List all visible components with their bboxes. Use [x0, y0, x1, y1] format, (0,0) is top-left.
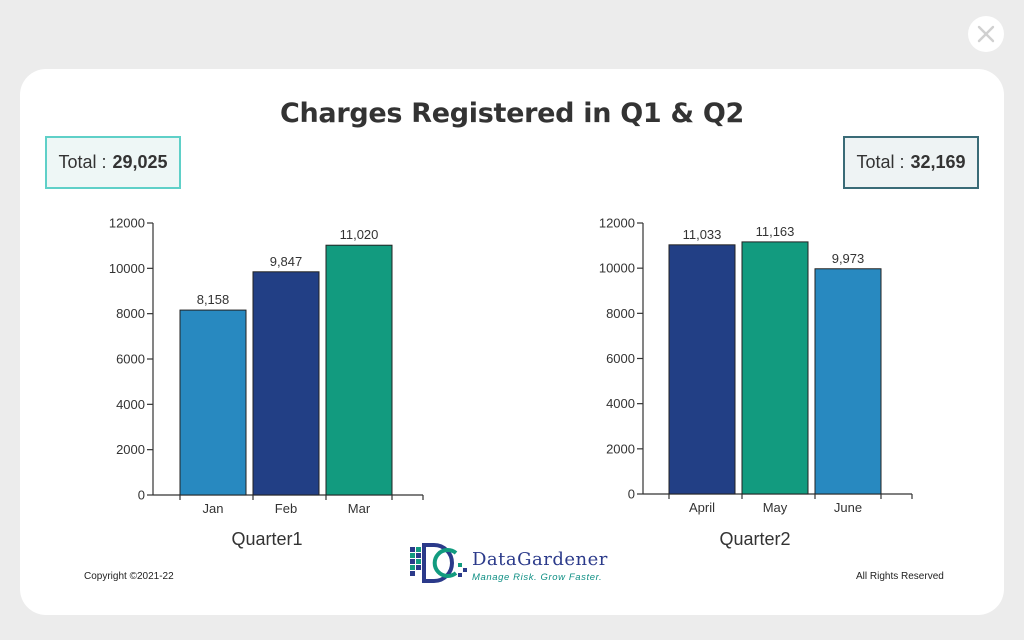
- total-q2-value: 32,169: [910, 152, 966, 172]
- chart-q2-y-tick-label: 0: [628, 487, 635, 502]
- total-q2-label: Total :: [856, 152, 905, 172]
- chart-q1-bar-mar: [325, 244, 393, 496]
- total-q1-box: Total : 29,025: [45, 136, 181, 189]
- chart-q1-y-tick-label: 4000: [116, 397, 145, 412]
- chart-q2-y-tick-label: 8000: [606, 306, 635, 321]
- close-icon: [977, 25, 995, 43]
- chart-q2-y-tick-label: 10000: [599, 261, 635, 276]
- chart-q1-x-tick-label: Mar: [348, 501, 371, 516]
- logo-tagline: Manage Risk. Grow Faster.: [472, 572, 603, 583]
- chart-q2-bar-may: [741, 241, 809, 495]
- chart-q2-y-tick-label: 4000: [606, 396, 635, 411]
- chart-q1-xlabel: Quarter1: [231, 529, 302, 549]
- chart-q1-data-label: 8,158: [197, 292, 230, 307]
- chart-q1-bar-jan: [179, 309, 247, 496]
- chart-q1-y-tick-label: 6000: [116, 352, 145, 367]
- chart-q2-y-tick-label: 6000: [606, 351, 635, 366]
- logo-name: DataGardener: [472, 549, 608, 570]
- chart-q2-data-label: 11,033: [683, 227, 722, 242]
- chart-q1-x-tick-label: Feb: [275, 501, 297, 516]
- chart-q2-data-label: 11,163: [756, 224, 795, 239]
- logo-mark-icon: [410, 543, 467, 583]
- chart-q1-y-tick-label: 12000: [109, 216, 145, 231]
- chart-q2-data-label: 9,973: [832, 251, 865, 266]
- chart-q2-x-tick-label: May: [763, 500, 788, 515]
- total-q1-label: Total :: [58, 152, 107, 172]
- chart-q1-y-tick-label: 0: [138, 488, 145, 503]
- chart-q1-x-tick-label: Jan: [203, 501, 224, 516]
- chart-q2-xlabel: Quarter2: [719, 529, 790, 549]
- chart-q1-data-label: 9,847: [270, 254, 303, 269]
- datagardener-logo: DataGardener Manage Risk. Grow Faster.: [408, 541, 620, 585]
- chart-q2: 0 2000 4000 6000 8000 10000 12000 11,033 April 11…: [599, 216, 913, 549]
- chart-q1: 0 2000 4000 6000 8000 10000 12000 8,158 Jan 9,847…: [109, 216, 424, 549]
- rights-text: All Rights Reserved: [856, 571, 944, 582]
- chart-q1-y-tick-label: 10000: [109, 261, 145, 276]
- chart-q2-y-tick-label: 2000: [606, 441, 635, 456]
- chart-q2-x-tick-label: April: [689, 500, 715, 515]
- total-q1-value: 29,025: [112, 152, 168, 172]
- chart-q1-y-tick-label: 8000: [116, 306, 145, 321]
- chart-q1-y-tick-label: 2000: [116, 442, 145, 457]
- page-title: Charges Registered in Q1 & Q2: [279, 98, 744, 129]
- chart-q2-bar-june: [814, 268, 882, 495]
- chart-q2-x-tick-label: June: [834, 500, 862, 515]
- copyright-text: Copyright ©2021-22: [84, 571, 174, 582]
- chart-q1-bar-feb: [252, 271, 320, 496]
- close-button[interactable]: [968, 16, 1004, 52]
- chart-q1-data-label: 11,020: [340, 227, 379, 242]
- total-q2-box: Total : 32,169: [843, 136, 979, 189]
- chart-q2-bar-april: [668, 244, 736, 495]
- chart-q2-y-tick-label: 12000: [599, 216, 635, 231]
